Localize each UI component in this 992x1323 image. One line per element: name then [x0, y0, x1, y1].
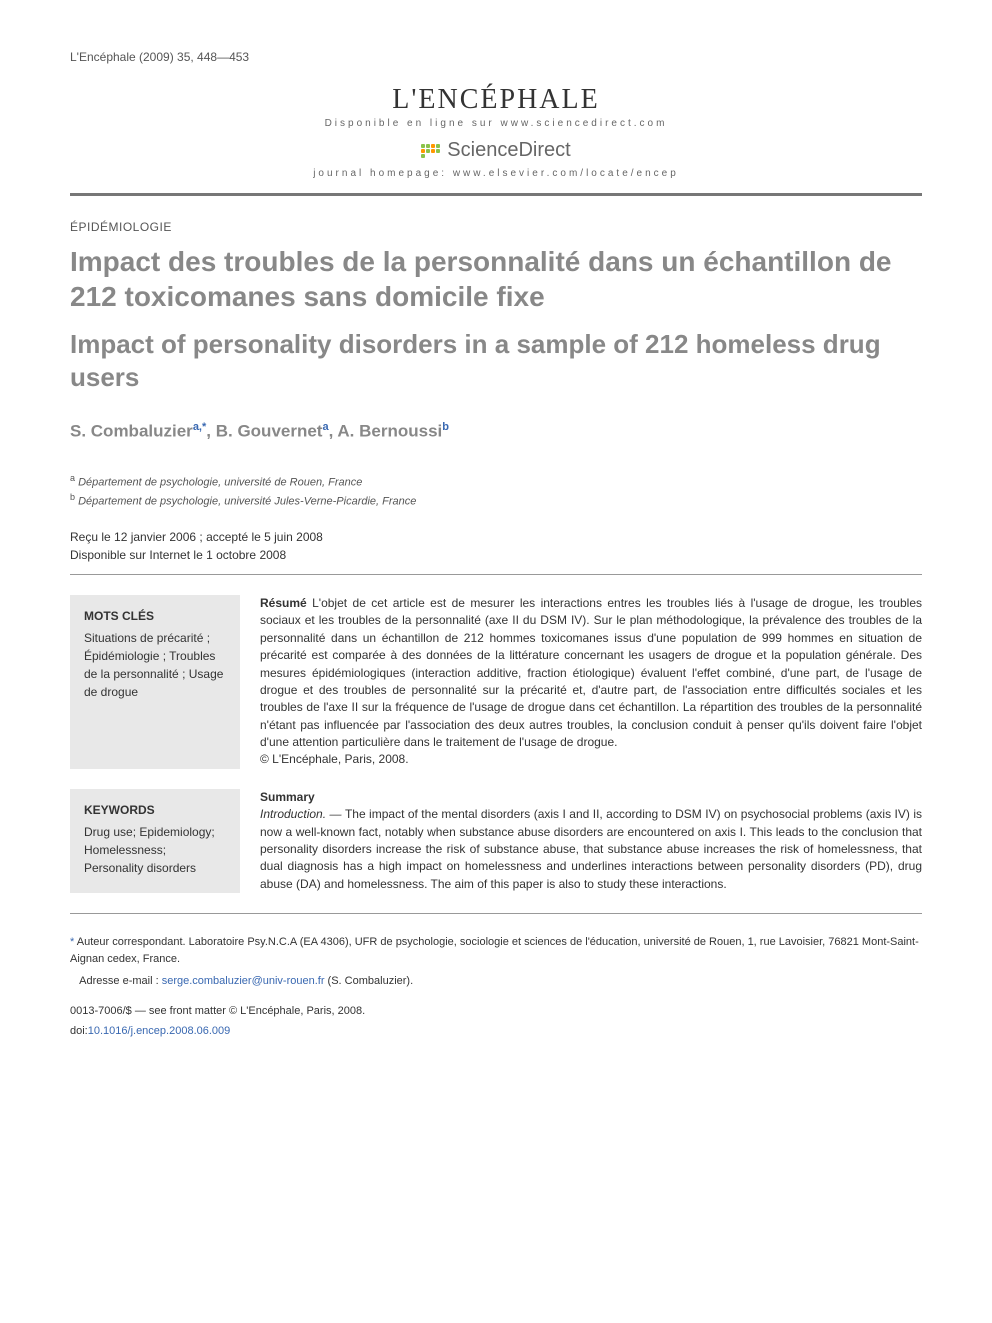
- sciencedirect-icon: [421, 144, 441, 158]
- star-icon: *: [70, 936, 74, 948]
- resume-row: MOTS CLÉS Situations de précarité ; Épid…: [70, 595, 922, 769]
- email-link[interactable]: serge.combaluzier@univ-rouen.fr: [162, 975, 325, 987]
- author-1: S. Combaluzier: [70, 422, 193, 441]
- resume-text: Résumé L'objet de cet article est de mes…: [260, 595, 922, 769]
- header-rule: [70, 193, 922, 196]
- summary-row: KEYWORDS Drug use; Epidemiology; Homeles…: [70, 789, 922, 893]
- author-2: , B. Gouvernet: [206, 422, 322, 441]
- resume-lead: Résumé: [260, 596, 307, 610]
- article-dates: Reçu le 12 janvier 2006 ; accepté le 5 j…: [70, 528, 922, 564]
- summary-text: Summary Introduction. — The impact of th…: [260, 789, 922, 893]
- email-suffix: (S. Combaluzier).: [325, 975, 414, 987]
- corresponding-author-note: * Auteur correspondant. Laboratoire Psy.…: [70, 934, 922, 967]
- mots-cles-head: MOTS CLÉS: [84, 607, 226, 625]
- keywords-box: KEYWORDS Drug use; Epidemiology; Homeles…: [70, 789, 240, 893]
- doi-label: doi:: [70, 1025, 88, 1037]
- sciencedirect-label: ScienceDirect: [447, 139, 570, 162]
- resume-copyright: © L'Encéphale, Paris, 2008.: [260, 752, 409, 766]
- doi-link[interactable]: 10.1016/j.encep.2008.06.009: [88, 1025, 231, 1037]
- divider-2: [70, 913, 922, 914]
- issn-line: 0013-7006/$ — see front matter © L'Encép…: [70, 1005, 922, 1017]
- author-list: S. Combaluziera,*, B. Gouverneta, A. Ber…: [70, 421, 922, 442]
- citation-line: L'Encéphale (2009) 35, 448—453: [70, 50, 922, 64]
- journal-homepage: journal homepage: www.elsevier.com/locat…: [70, 168, 922, 179]
- article-title-english: Impact of personality disorders in a sam…: [70, 328, 922, 393]
- keywords-body: Drug use; Epidemiology; Homelessness; Pe…: [84, 823, 226, 877]
- sciencedirect-row: ScienceDirect: [70, 139, 922, 162]
- summary-intro-body: The impact of the mental disorders (axis…: [260, 807, 922, 891]
- author-3-affil: b: [442, 421, 449, 433]
- article-title-french: Impact des troubles de la personnalité d…: [70, 244, 922, 314]
- email-line: Adresse e-mail : serge.combaluzier@univ-…: [70, 973, 922, 990]
- author-1-affil: a,: [193, 421, 202, 433]
- divider-1: [70, 574, 922, 575]
- journal-header: L'ENCÉPHALE Disponible en ligne sur www.…: [70, 84, 922, 179]
- online-date: Disponible sur Internet le 1 octobre 200…: [70, 546, 922, 564]
- affiliation-a: Département de psychologie, université d…: [78, 476, 362, 488]
- doi-line: doi:10.1016/j.encep.2008.06.009: [70, 1023, 922, 1040]
- section-label: ÉPIDÉMIOLOGIE: [70, 220, 922, 234]
- resume-body: L'objet de cet article est de mesurer le…: [260, 596, 922, 749]
- mots-cles-box: MOTS CLÉS Situations de précarité ; Épid…: [70, 595, 240, 769]
- summary-lead: Summary: [260, 790, 315, 804]
- author-3: , A. Bernoussi: [329, 422, 443, 441]
- summary-intro-label: Introduction. —: [260, 807, 345, 821]
- affiliations: a Département de psychologie, université…: [70, 472, 922, 510]
- keywords-head: KEYWORDS: [84, 801, 226, 819]
- email-label: Adresse e-mail :: [79, 975, 162, 987]
- affiliation-b: Département de psychologie, université J…: [78, 495, 416, 507]
- mots-cles-body: Situations de précarité ; Épidémiologie …: [84, 629, 226, 701]
- journal-logo: L'ENCÉPHALE: [70, 84, 922, 116]
- corr-text: Auteur correspondant. Laboratoire Psy.N.…: [70, 936, 919, 965]
- online-availability: Disponible en ligne sur www.sciencedirec…: [70, 118, 922, 129]
- received-accepted: Reçu le 12 janvier 2006 ; accepté le 5 j…: [70, 528, 922, 546]
